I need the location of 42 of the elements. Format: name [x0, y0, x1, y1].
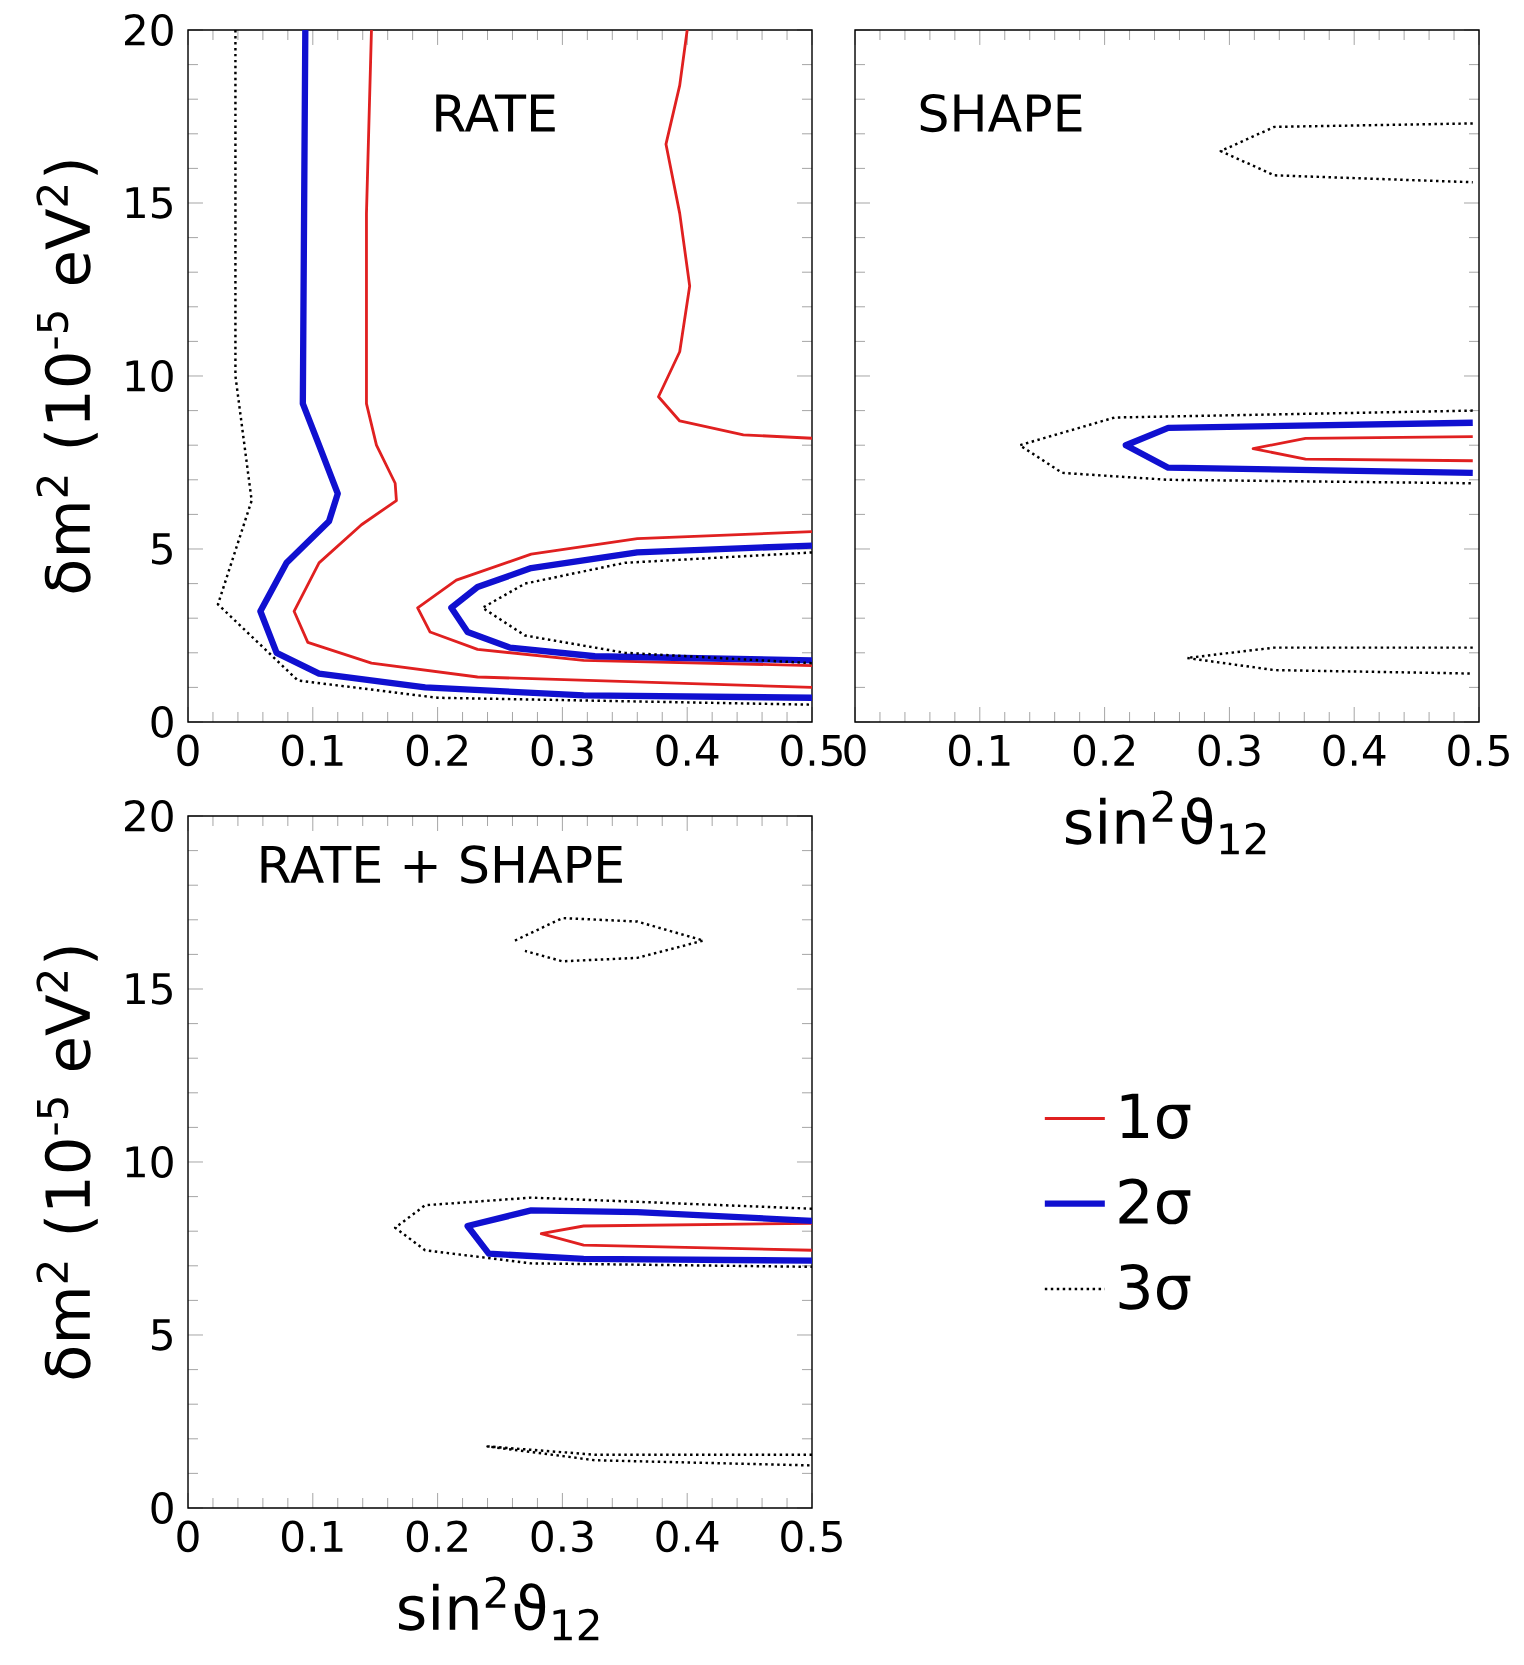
y-tick-label: 0: [151, 1492, 173, 1524]
x-tick-label: 0.5: [1448, 734, 1509, 767]
x-tick-label: 0.2: [406, 734, 467, 767]
y-tick-label: 20: [124, 800, 173, 832]
legend-label: 1σ: [1121, 1093, 1191, 1139]
line-series: [539, 1221, 812, 1252]
y-tick-label: 5: [151, 533, 172, 565]
x-tick-label: 0.4: [656, 1520, 719, 1553]
x-tick-label: 0: [844, 734, 866, 767]
x-tick-label: 0.3: [531, 1520, 593, 1553]
y-tick-label: 20: [124, 14, 173, 46]
x-tick-label: 0.5: [781, 1520, 842, 1553]
line-series: [513, 916, 705, 963]
y-axis-title: δm$^{2}$ (10$^{-5}$ eV$^{2}$): [36, 161, 98, 593]
legend-label: 2σ: [1119, 1178, 1191, 1225]
line-series: [656, 30, 812, 440]
y-tick-label: 10: [126, 1146, 173, 1178]
y-tick-label: 15: [126, 973, 172, 1005]
annotation: RATE + SHAPE: [261, 845, 622, 884]
x-tick-label: 0: [177, 1520, 199, 1553]
x-tick-label: 0.3: [531, 734, 593, 767]
line-series: [416, 530, 812, 667]
x-tick-label: 0.3: [1198, 734, 1260, 767]
x-tick-label: 0.1: [281, 734, 343, 767]
y-tick-label: 10: [126, 360, 173, 392]
y-tick-label: 15: [126, 187, 172, 219]
x-tick-label: 0: [177, 734, 199, 767]
x-tick-label: 0.4: [656, 734, 719, 767]
y-axis-title: δm$^{2}$ (10$^{-5}$ eV$^{2}$): [36, 947, 98, 1379]
x-tick-label: 0.2: [406, 1520, 467, 1553]
x-tick-label: 0.1: [281, 1520, 343, 1553]
legend-label: 3σ: [1119, 1263, 1191, 1310]
x-tick-label: 0.5: [781, 734, 842, 767]
x-tick-label: 0.4: [1323, 734, 1386, 767]
x-tick-label: 0.2: [1073, 734, 1134, 767]
y-tick-label: 5: [151, 1319, 172, 1351]
x-tick-label: 0.1: [948, 734, 1010, 767]
annotation: SHAPE: [920, 93, 1082, 133]
x-axis-title: sin$^{2}$ϑ$_{12}$: [1065, 790, 1266, 855]
y-tick-label: 0: [151, 706, 173, 738]
x-axis-title: sin$^{2}$ϑ$_{12}$: [398, 1576, 599, 1641]
annotation: RATE: [436, 94, 555, 132]
